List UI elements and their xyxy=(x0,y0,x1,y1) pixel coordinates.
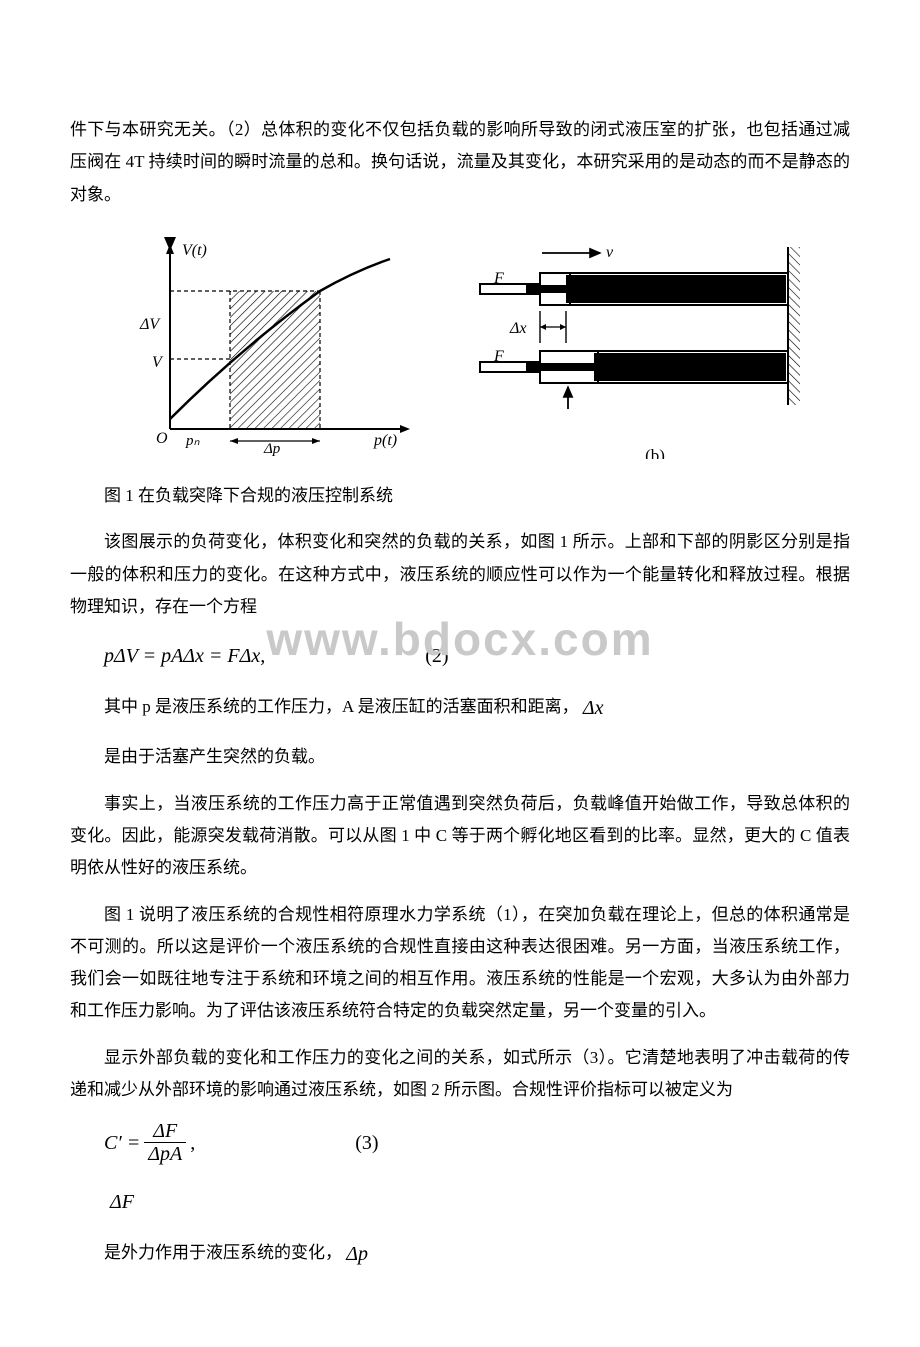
equation-3-number: (3) xyxy=(355,1124,378,1162)
body-paragraph: 该图展示的负荷变化，体积变化和突然的负载的关系，如图 1 所示。上部和下部的阴影… xyxy=(70,526,850,623)
document-page: 件下与本研究无关。（2）总体积的变化不仅包括负载的影响所导致的闭式液压室的扩张，… xyxy=(0,0,920,1347)
text-segment: 是外力作用于液压系统的变化， xyxy=(104,1243,342,1262)
svg-text:pₙ: pₙ xyxy=(185,433,201,449)
svg-text:V: V xyxy=(152,354,164,371)
body-paragraph: 显示外部负载的变化和工作压力的变化之间的关系，如式所示（3）。它清楚地表明了冲击… xyxy=(70,1042,850,1107)
body-paragraph: 事实上，当液压系统的工作压力高于正常值遇到突然负荷后，负载峰值开始做工作，导致总… xyxy=(70,788,850,885)
equation-2-number: (2) xyxy=(425,637,448,675)
fraction-numerator: ΔF xyxy=(144,1120,186,1143)
subplot-b-label: (b) xyxy=(645,446,665,459)
svg-text:p(t): p(t) xyxy=(373,432,397,449)
subplot-b: v F xyxy=(480,244,800,459)
svg-text:V(t): V(t) xyxy=(182,242,207,259)
delta-x-symbol: Δx xyxy=(583,697,604,719)
fraction-denominator: ΔpA xyxy=(144,1143,186,1165)
body-paragraph: 其中 p 是液压系统的工作压力，A 是液压缸的活塞面积和距离， Δx xyxy=(70,689,850,727)
equation-3-tail: , xyxy=(190,1124,195,1162)
equation-3-lhs: C′ = xyxy=(104,1124,140,1162)
text-segment: 其中 p 是液压系统的工作压力，A 是液压缸的活塞面积和距离， xyxy=(104,697,579,716)
svg-text:Δp: Δp xyxy=(263,441,281,457)
cylinder-bottom: F xyxy=(480,348,788,409)
equation-2: pΔV = pAΔx = FΔx, (2) xyxy=(70,637,850,675)
equation-3: C′ = ΔF ΔpA , (3) xyxy=(70,1120,850,1165)
svg-text:v: v xyxy=(606,244,614,261)
body-paragraph: 件下与本研究无关。（2）总体积的变化不仅包括负载的影响所导致的闭式液压室的扩张，… xyxy=(70,114,850,211)
cylinder-top: v F xyxy=(480,244,788,305)
svg-text:O: O xyxy=(156,430,168,447)
figure-1-svg: V(t) ΔV V O pₙ Δp p(t) (a) xyxy=(100,229,820,459)
delta-f-symbol: ΔF xyxy=(70,1183,850,1221)
delta-p-symbol: Δp xyxy=(346,1243,368,1265)
subplot-a: V(t) ΔV V O pₙ Δp p(t) (a) xyxy=(139,242,410,459)
svg-text:Δx: Δx xyxy=(509,320,527,337)
equation-3-fraction: ΔF ΔpA xyxy=(144,1120,186,1165)
equation-2-body: pΔV = pAΔx = FΔx, xyxy=(104,637,265,675)
subplot-a-label: (a) xyxy=(261,456,280,459)
svg-text:ΔV: ΔV xyxy=(139,316,161,333)
figure-1-caption: 图 1 在负载突降下合规的液压控制系统 xyxy=(70,480,850,512)
body-paragraph: 是由于活塞产生突然的负载。 xyxy=(70,741,850,773)
body-paragraph: 图 1 说明了液压系统的合规性相符原理水力学系统（1），在突加负载在理论上，但总… xyxy=(70,899,850,1028)
figure-1: V(t) ΔV V O pₙ Δp p(t) (a) xyxy=(70,229,850,470)
body-paragraph: 是外力作用于液压系统的变化， Δp xyxy=(70,1235,850,1273)
